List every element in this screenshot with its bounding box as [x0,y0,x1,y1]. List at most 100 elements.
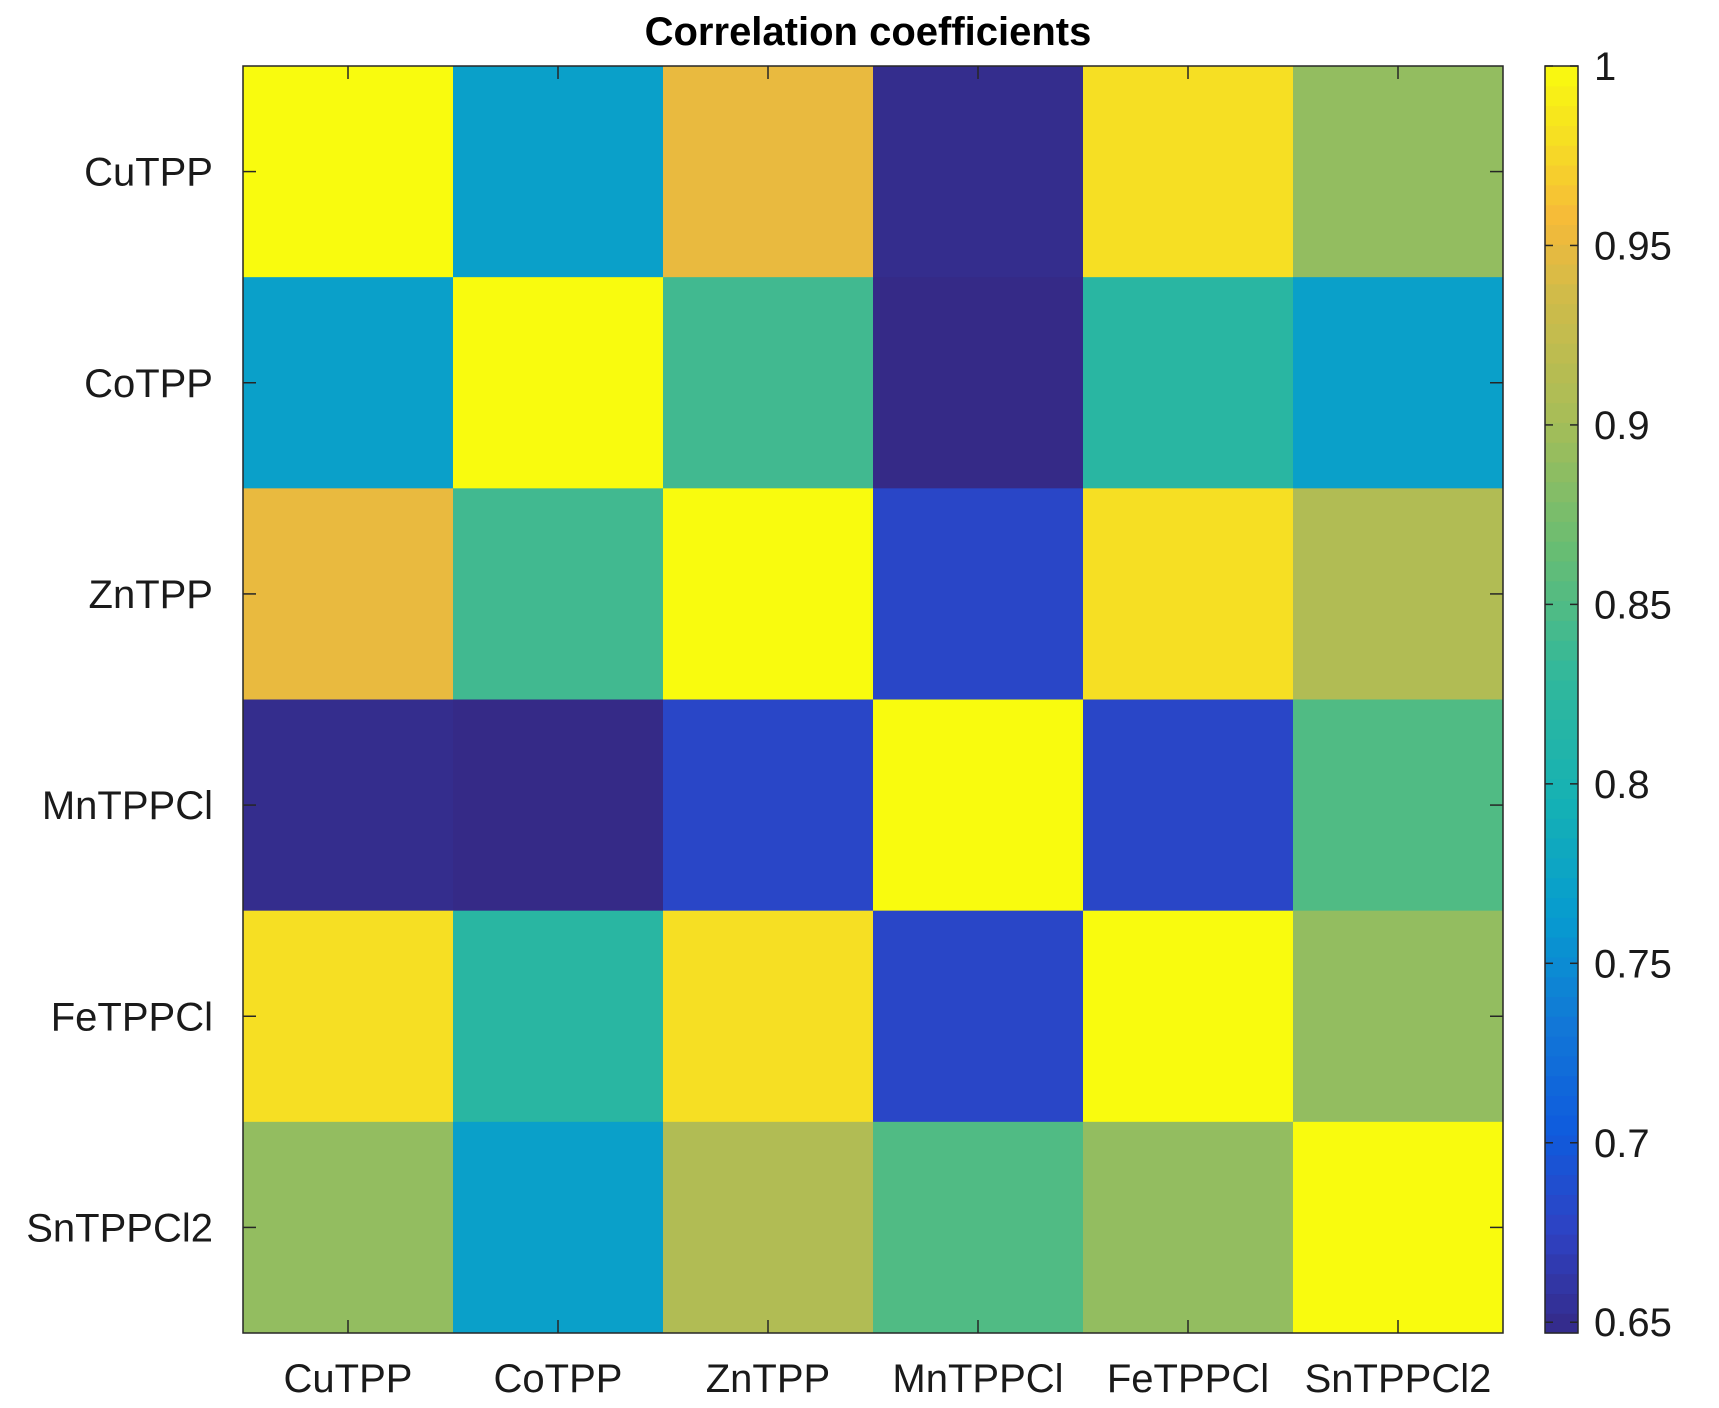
colorbar-segment [1545,125,1578,146]
colorbar-segment [1545,1253,1578,1275]
colorbar-segment [1545,838,1578,859]
heatmap-cell-4-1 [453,910,664,1123]
x-tick-label: MnTPPCl [892,1357,1063,1401]
colorbar-segment [1545,461,1578,483]
colorbar-tick-label: 0.95 [1594,224,1672,268]
colorbar-segment [1545,1016,1578,1037]
heatmap-cell-5-0 [243,1121,454,1334]
colorbar-segment [1545,1055,1578,1077]
colorbar-segment [1545,541,1578,562]
colorbar-segment [1545,85,1578,107]
colorbar-segment [1545,145,1578,166]
y-tick-label: CuTPP [84,151,213,195]
colorbar-segment [1545,857,1578,879]
colorbar-segment [1545,343,1578,364]
heatmap-cell-2-5 [1293,488,1504,700]
colorbar-segment [1545,956,1578,978]
colorbar: 0.65 0.7 0.75 0.8 0.85 0.9 0.95 1 [1544,45,1672,1345]
colorbar-segment [1545,1214,1578,1235]
colorbar-segment [1545,303,1578,324]
colorbar-segment [1545,521,1578,542]
heatmap-cell-5-1 [453,1121,664,1334]
colorbar-segment [1545,917,1578,938]
colorbar-segment [1545,224,1578,245]
colorbar-segment [1545,422,1578,443]
colorbar-segment [1545,560,1578,582]
colorbar-tick-label: 0.8 [1594,763,1650,807]
colorbar-segment [1545,679,1578,701]
colorbar-segment [1545,1273,1578,1295]
heatmap-cell-4-3 [873,910,1084,1123]
colorbar-tick-label: 0.75 [1594,942,1672,986]
heatmap-cell-2-3 [873,488,1084,700]
heatmap-cell-3-5 [1293,699,1504,912]
heatmap-cell-0-5 [1293,66,1504,278]
colorbar-segment [1545,996,1578,1017]
colorbar-segment [1545,1036,1578,1057]
heatmap-cell-3-0 [243,699,454,912]
heatmap-cell-3-1 [453,699,664,912]
colorbar-segment [1545,105,1578,126]
colorbar-segment [1545,798,1578,819]
colorbar-tick-label: 1 [1594,45,1616,89]
heatmap-cell-5-5 [1293,1121,1504,1334]
colorbar-segment [1545,877,1578,899]
colorbar-segment [1545,1234,1578,1255]
colorbar-segment [1545,659,1578,681]
colorbar-segment [1545,1313,1578,1334]
colorbar-segment [1545,1115,1578,1136]
colorbar-segment [1545,244,1578,265]
colorbar-segment [1545,402,1578,423]
heatmap-cell-2-4 [1083,488,1294,700]
colorbar-tick-label: 0.7 [1594,1122,1650,1166]
colorbar-segment [1545,699,1578,720]
chart-title: Correlation coefficients [645,10,1092,54]
colorbar-segment [1545,66,1578,87]
heatmap-cell-4-4 [1083,910,1294,1123]
heatmap-cells [243,66,1504,1334]
colorbar-segment [1545,1154,1578,1176]
heatmap-cell-2-2 [663,488,874,700]
colorbar-segment [1545,263,1578,285]
colorbar-segment [1545,1293,1578,1314]
colorbar-segment [1545,184,1578,206]
heatmap-cell-1-2 [663,277,874,489]
colorbar-segment [1545,1075,1578,1097]
y-tick-label: FeTPPCl [51,995,213,1039]
heatmap-cell-0-2 [663,66,874,278]
y-tick-label: CoTPP [84,362,213,406]
colorbar-segment [1545,739,1578,760]
y-tick-label: MnTPPCl [42,784,213,828]
colorbar-tick-label: 0.65 [1594,1301,1672,1345]
heatmap-cell-0-3 [873,66,1084,278]
colorbar-segment [1545,283,1578,305]
colorbar-frame [1544,65,1579,1334]
colorbar-segment [1545,640,1578,661]
heatmap-cell-1-4 [1083,277,1294,489]
heatmap-cell-1-3 [873,277,1084,489]
colorbar-tick-label: 0.85 [1594,583,1672,627]
colorbar-segment [1545,778,1578,800]
colorbar-segment [1545,620,1578,641]
colorbar-segment [1545,897,1578,918]
colorbar-segment [1545,1194,1578,1215]
plot-frame [242,65,1504,1334]
heatmap-cell-0-4 [1083,66,1294,278]
x-tick-label: FeTPPCl [1107,1357,1269,1401]
colorbar-segment [1545,937,1578,958]
colorbar-segment [1545,164,1578,186]
colorbar-segment [1545,204,1578,225]
colorbar-segment [1545,501,1578,522]
colorbar-segment [1545,976,1578,998]
heatmap-cell-2-0 [243,488,454,700]
heatmap-cell-4-2 [663,910,874,1123]
y-tick-label: SnTPPCl2 [26,1206,213,1250]
colorbar-segment [1545,1095,1578,1116]
heatmap-cell-0-0 [243,66,454,278]
heatmap-cell-1-1 [453,277,664,489]
colorbar-segment [1545,758,1578,780]
colorbar-tick-label: 0.9 [1594,404,1650,448]
colorbar-segment [1545,1135,1578,1156]
heatmap-cell-1-0 [243,277,454,489]
colorbar-segment [1545,600,1578,621]
